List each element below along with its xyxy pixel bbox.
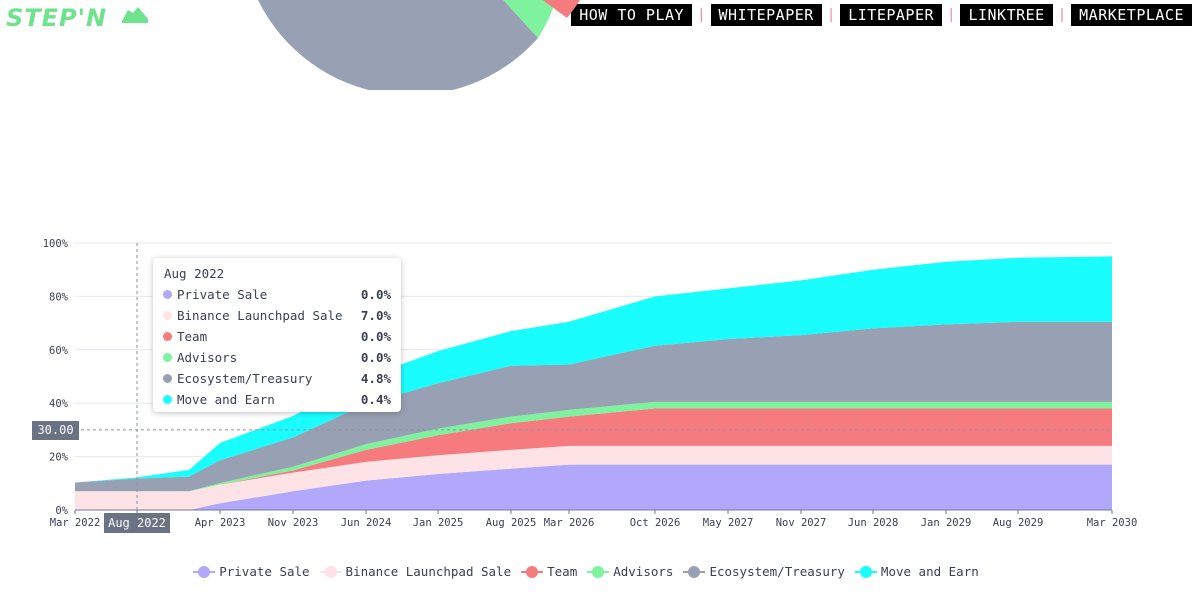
chart-tooltip: Aug 2022 Private Sale 0.0% Binance Launc… <box>153 258 401 412</box>
pie-slice-ecosystem <box>258 0 538 90</box>
x-tick-label: Oct 2026 <box>630 517 681 529</box>
chart-areas <box>75 256 1112 510</box>
legend-symbol-icon <box>587 565 610 578</box>
area-team[interactable] <box>75 408 1112 492</box>
tooltip-row-value: 0.4% <box>360 391 391 407</box>
legend-label: Advisors <box>613 564 674 579</box>
legend-label: Move and Earn <box>880 564 979 579</box>
legend-label: Private Sale <box>219 564 310 579</box>
allocation-pie-chart-partial <box>258 0 580 90</box>
x-tick-label: Mar 2030 <box>1087 517 1138 529</box>
tooltip-row-name: Binance Launchpad Sale <box>177 307 343 323</box>
tooltip-row-private-sale: Private Sale 0.0% <box>163 285 391 303</box>
legend-item-advisors[interactable]: Advisors <box>587 564 673 579</box>
x-tick-label: Apr 2023 <box>195 517 246 529</box>
x-tick-label: Jun 2028 <box>848 517 899 529</box>
tooltip-dot <box>163 331 172 341</box>
legend-symbol-icon <box>319 565 342 578</box>
legend-item-ecosystem[interactable]: Ecosystem/Treasury <box>683 564 845 579</box>
y-tick-label: 0% <box>55 505 68 517</box>
x-tick-label: Aug 2025 <box>486 517 537 529</box>
nav-whitepaper[interactable]: WHITEPAPER <box>710 4 822 26</box>
y-tick-label: 100% <box>43 238 69 250</box>
legend-item-team[interactable]: Team <box>521 564 577 579</box>
area-ecosystem-treasury[interactable] <box>75 321 1112 492</box>
tooltip-row-value: 7.0% <box>360 307 391 323</box>
x-tick-label: Jun 2024 <box>341 517 392 529</box>
nav-litepaper[interactable]: LITEPAPER <box>840 4 943 26</box>
nav-linktree[interactable]: LINKTREE <box>960 4 1053 26</box>
x-tick-label: Mar 2026 <box>544 517 595 529</box>
tooltip-dot <box>163 394 172 404</box>
tooltip-row-value: 4.8% <box>360 370 391 386</box>
tooltip-row-value: 0.0% <box>360 286 391 302</box>
tooltip-row-name: Ecosystem/Treasury <box>177 370 313 386</box>
tooltip-row-advisors: Advisors 0.0% <box>163 348 391 366</box>
tooltip-row-ecosystem: Ecosystem/Treasury 4.8% <box>163 369 391 387</box>
legend-label: Team <box>547 564 578 579</box>
tooltip-row-team: Team 0.0% <box>163 327 391 345</box>
tooltip-row-value: 0.0% <box>360 328 391 344</box>
x-tick-label: Jan 2025 <box>413 517 464 529</box>
y-tick-label: 40% <box>49 398 69 410</box>
crosshair-x-label: Aug 2022 <box>104 513 170 533</box>
legend-symbol-icon <box>683 565 706 578</box>
sneaker-icon <box>120 4 150 32</box>
chart-crosshair <box>75 243 1112 510</box>
top-nav: HOW TO PLAY | WHITEPAPER | LITEPAPER | L… <box>571 4 1192 26</box>
crosshair-y-label: 30.00 <box>32 421 79 440</box>
tooltip-title: Aug 2022 <box>164 266 225 281</box>
nav-how-to-play[interactable]: HOW TO PLAY <box>571 4 693 26</box>
tooltip-dot <box>163 289 172 299</box>
x-tick-label: Aug 2029 <box>993 517 1044 529</box>
x-tick-label: May 2027 <box>703 517 754 529</box>
legend-item-private-sale[interactable]: Private Sale <box>193 564 310 579</box>
y-tick-label: 20% <box>49 452 69 464</box>
x-tick-label: Nov 2027 <box>776 517 827 529</box>
tooltip-row-binance-launchpad: Binance Launchpad Sale 7.0% <box>163 306 391 324</box>
legend-symbol-icon <box>854 565 877 578</box>
area-binance-launchpad-sale[interactable] <box>75 445 1112 510</box>
token-unlock-area-chart: 0% 20% 40% 60% 80% 100% Mar 2022 Apr 2023 Nov 20… <box>43 238 1138 529</box>
stepn-logo[interactable]: STEP'N <box>6 4 150 32</box>
area-private-sale[interactable] <box>75 464 1112 510</box>
tooltip-dot <box>163 310 172 320</box>
chart-legend: Private Sale Binance Launchpad Sale Team… <box>0 564 1172 579</box>
y-tick-label: 80% <box>49 291 69 303</box>
tooltip-row-name: Move and Earn <box>177 391 275 407</box>
legend-symbol-icon <box>521 565 544 578</box>
x-tick-label: Mar 2022 <box>50 517 101 529</box>
legend-label: Ecosystem/Treasury <box>709 564 845 579</box>
legend-symbol-icon <box>193 565 216 578</box>
pie-slice-team <box>542 0 580 18</box>
nav-divider: | <box>826 7 836 23</box>
tooltip-row-name: Advisors <box>177 349 238 365</box>
tooltip-dot <box>163 373 172 383</box>
nav-divider: | <box>947 7 956 23</box>
chart-axes: 0% 20% 40% 60% 80% 100% Mar 2022 Apr 2023 Nov 20… <box>43 238 1138 529</box>
tooltip-row-name: Private Sale <box>177 286 268 302</box>
tooltip-row-value: 0.0% <box>360 349 391 365</box>
logo-text: STEP'N <box>6 4 108 32</box>
tooltip-row-move-and-earn: Move and Earn 0.4% <box>163 390 391 408</box>
legend-label: Binance Launchpad Sale <box>345 564 512 579</box>
x-tick-label: Jan 2029 <box>921 517 972 529</box>
x-tick-label: Nov 2023 <box>268 517 319 529</box>
nav-marketplace[interactable]: MARKETPLACE <box>1071 4 1192 26</box>
nav-divider: | <box>697 7 706 23</box>
tooltip-row-name: Team <box>177 328 208 344</box>
tooltip-dot <box>163 352 172 362</box>
y-tick-label: 60% <box>49 345 69 357</box>
legend-item-move-and-earn[interactable]: Move and Earn <box>854 564 979 579</box>
legend-item-binance-launchpad[interactable]: Binance Launchpad Sale <box>319 564 512 579</box>
nav-divider: | <box>1057 7 1067 23</box>
area-move-and-earn[interactable] <box>75 256 1112 483</box>
pie-slice-advisors <box>503 0 556 38</box>
